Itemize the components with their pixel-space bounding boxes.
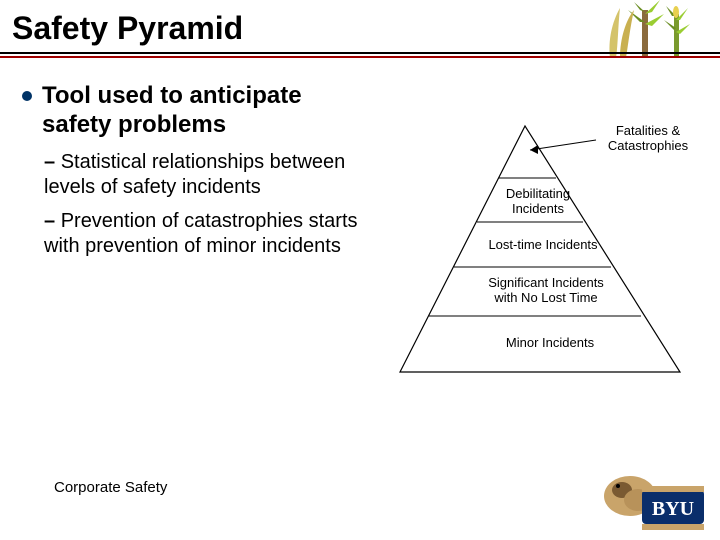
pyramid-layer-3-label: Significant Incidentswith No Lost Time: [456, 276, 636, 306]
sub2-text: Prevention of catastrophies starts with …: [44, 210, 358, 258]
content-block: Tool used to anticipate safety problems …: [22, 82, 362, 260]
plants-decor: [590, 0, 700, 60]
footer-text: Corporate Safety: [54, 479, 167, 496]
sub1-text: Statistical relationships between levels…: [44, 151, 345, 199]
title-underline: [0, 52, 720, 60]
sub-bullet-2: – Prevention of catastrophies starts wit…: [44, 209, 362, 260]
pyramid-apex-label: Fatalities &Catastrophies: [598, 124, 698, 154]
pyramid-layer-4-label: Minor Incidents: [460, 336, 640, 351]
bullet-icon: [22, 91, 32, 101]
pyramid-layer-2-label: Lost-time Incidents: [468, 238, 618, 253]
main-bullet: Tool used to anticipate safety problems: [22, 82, 362, 140]
main-bullet-text: Tool used to anticipate safety problems: [42, 82, 362, 140]
safety-pyramid-diagram: Fatalities &Catastrophies DebilitatingIn…: [380, 120, 710, 390]
sub-bullet-1: – Statistical relationships between leve…: [44, 150, 362, 201]
logo-letters: BYU: [652, 498, 694, 520]
byu-logo: BYU: [598, 456, 708, 534]
page-title: Safety Pyramid: [12, 10, 243, 46]
pyramid-layer-1-label: DebilitatingIncidents: [490, 187, 586, 217]
